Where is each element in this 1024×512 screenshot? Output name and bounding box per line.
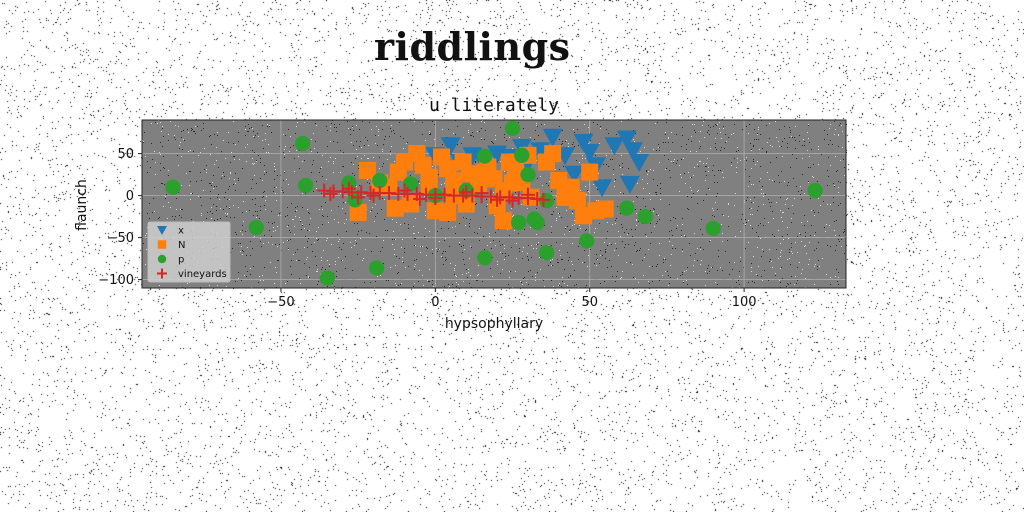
x-tick-label: 100 — [732, 295, 757, 310]
axis-ticks: −50 0 50 100 50 0 −50 −100 — [98, 147, 756, 310]
legend-label-N: N — [178, 240, 185, 251]
point-N — [470, 177, 488, 195]
point-p — [369, 260, 385, 276]
point-p — [705, 220, 721, 237]
point-p — [297, 177, 314, 194]
figure-title: riddlings — [374, 24, 571, 69]
point-vineyards — [520, 187, 535, 202]
point-p — [514, 147, 530, 163]
legend-label-vineyards: vineyards — [178, 269, 227, 280]
series-N — [349, 145, 614, 230]
legend: xNp vineyards — [147, 221, 231, 283]
point-N — [439, 203, 457, 221]
point-p — [504, 120, 521, 137]
point-x — [622, 142, 643, 161]
point-x — [629, 154, 650, 172]
plot-frame — [141, 119, 847, 289]
point-p — [511, 214, 527, 231]
point-p — [477, 148, 493, 164]
point-vineyards — [341, 181, 356, 196]
point-N — [494, 212, 512, 230]
point-x — [573, 133, 594, 152]
point-p — [248, 219, 264, 236]
series-vineyards — [317, 181, 551, 208]
point-vineyards — [351, 190, 366, 205]
point-vineyards — [323, 186, 338, 201]
point-N — [596, 200, 614, 218]
point-p — [538, 245, 555, 261]
point-x — [592, 179, 613, 198]
y-axis-label: flaunch — [74, 179, 90, 231]
point-p — [294, 135, 311, 152]
point-p — [372, 172, 388, 189]
point-x — [542, 128, 563, 147]
point-x — [619, 175, 640, 194]
legend-label-x: x — [178, 226, 184, 237]
point-x — [616, 130, 637, 149]
y-tick-label: −100 — [98, 273, 134, 288]
point-p — [165, 179, 181, 195]
point-N — [445, 171, 463, 189]
x-axis-label: hypsophyllary — [445, 316, 543, 332]
point-p — [637, 208, 653, 225]
x-tick-label: −50 — [267, 295, 294, 310]
legend-marker-N — [157, 240, 167, 249]
point-N — [556, 188, 574, 206]
point-p — [807, 182, 823, 199]
chart-title: u literately — [429, 95, 559, 116]
point-vineyards — [536, 192, 551, 207]
data-marks — [165, 120, 823, 286]
point-x — [579, 143, 600, 162]
point-N — [349, 203, 367, 221]
point-N — [386, 199, 404, 217]
point-vineyards — [474, 186, 489, 201]
point-vineyards — [412, 191, 427, 206]
y-tick-label: −50 — [107, 231, 134, 246]
legend-marker-vineyards — [157, 268, 167, 279]
point-p — [520, 166, 536, 183]
point-p — [477, 250, 493, 266]
y-tick-label: 0 — [126, 189, 134, 204]
point-vineyards — [505, 193, 520, 208]
point-N — [504, 174, 522, 192]
point-vineyards — [397, 183, 412, 198]
point-x — [604, 137, 625, 156]
point-N — [389, 163, 407, 181]
legend-label-p: p — [178, 255, 184, 266]
point-p — [619, 200, 635, 216]
legend-box — [147, 221, 231, 283]
point-vineyards — [490, 192, 505, 207]
y-tick-label: 50 — [117, 147, 134, 162]
point-x — [440, 137, 461, 156]
x-tick-label: 0 — [431, 295, 439, 310]
x-tick-label: 50 — [581, 295, 598, 310]
point-p — [529, 214, 545, 231]
point-vineyards — [428, 191, 443, 206]
point-N — [476, 163, 494, 181]
legend-marker-p — [157, 254, 167, 264]
point-p — [578, 233, 595, 249]
point-x — [564, 165, 585, 184]
point-N — [544, 145, 562, 163]
point-vineyards — [366, 188, 381, 203]
point-vineyards — [459, 185, 474, 200]
point-p — [319, 270, 335, 286]
point-N — [581, 163, 599, 181]
legend-marker-x — [157, 226, 167, 235]
